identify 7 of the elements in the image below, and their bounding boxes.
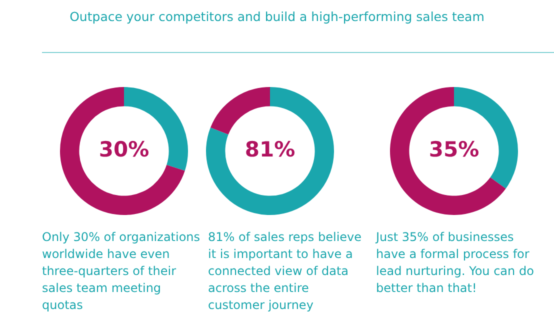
text: Outpace your competitors and build a high-performing sales team <box>68 9 486 24</box>
data-label: 30% <box>98 137 150 162</box>
text: 81% of sales reps believe it is important to have a connected view of data across the entire customer journey <box>208 229 363 314</box>
text: Just 35% of businesses have a formal process for lead nurturing. You can do better than that! <box>376 229 535 297</box>
data-label: 35% <box>428 137 480 162</box>
text: Only 30% of organizations worldwide have even three-quarters of their sales team meeting quotas <box>42 229 202 314</box>
data-label: 81% <box>244 137 296 162</box>
